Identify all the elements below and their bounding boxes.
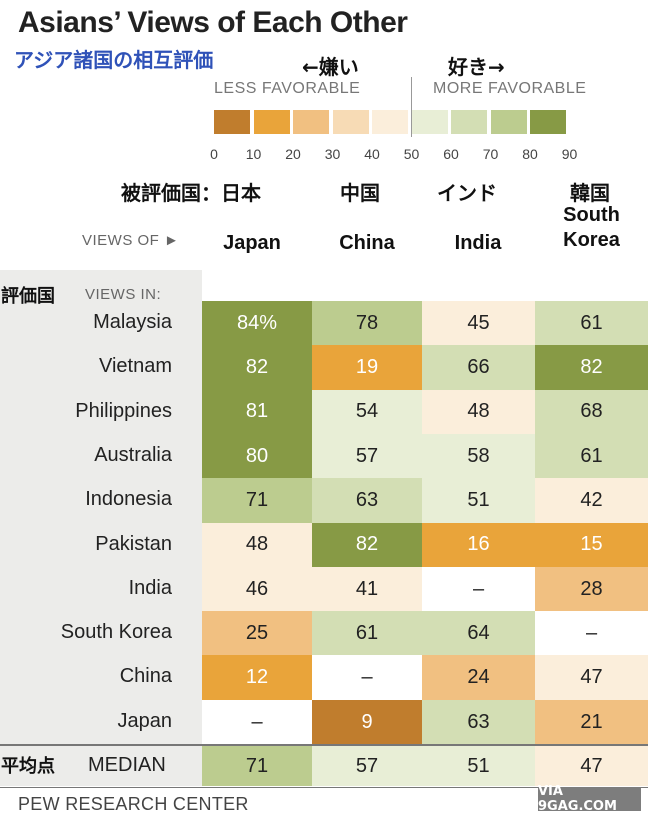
heatmap-cell: 48 [202,522,312,568]
heatmap-cell: 64 [422,611,535,656]
heatmap-cell: 63 [422,699,535,745]
heatmap-cell: – [535,611,648,656]
col-header-japan: Japan [223,232,281,254]
col-header-jp-china: 中国 [340,181,380,205]
watermark: VIA 9GAG.COM [538,784,641,814]
legend-tick: 90 [561,146,578,162]
legend-swatch [372,110,408,134]
heatmap-cell: 21 [535,699,648,745]
median-label-panel [0,746,202,786]
row-label: Australia [94,443,172,466]
heatmap-cell: 16 [422,522,535,568]
legend-tick: 60 [443,146,459,162]
heatmap-cell: 57 [312,433,422,479]
heatmap-cell: 12 [202,655,312,701]
chart-title: Asians’ Views of Each Other [18,6,408,39]
median-cell: 51 [422,746,535,786]
japanese-evaluator-label: 評価国 [1,286,55,307]
heatmap-cell: 47 [535,655,648,701]
col-header-jp-korea: 韓国 [570,181,610,205]
heatmap-cell: 66 [422,345,535,391]
legend-swatch [490,110,527,134]
row-label: Pakistan [95,532,172,555]
legend-tick: 20 [285,146,301,162]
heatmap-cell: – [312,655,422,701]
col-header-india: India [454,232,502,254]
legend-tick: 10 [245,146,262,162]
heatmap-cell: 15 [535,522,648,568]
row-label: Vietnam [98,355,172,378]
col-header-jp-japan: 被評価国：日本 [121,181,261,205]
heatmap-cell: 82 [535,345,648,391]
heatmap-cell: 45 [422,301,535,346]
heatmap-cell: 9 [312,699,422,745]
heatmap-cell: 68 [535,389,648,435]
median-cell: 57 [312,746,422,786]
heatmap-cell: 71 [202,478,312,523]
views-in-label: VIEWS IN: [85,286,162,303]
legend-swatch [332,110,369,134]
legend-swatch [293,110,329,134]
legend-tick: 80 [522,146,538,162]
heatmap-cell: 61 [535,433,648,479]
row-label: South Korea [60,621,172,644]
median-divider [0,744,648,746]
heatmap-cell: 63 [312,478,422,523]
heatmap-cell: 51 [422,478,535,523]
heatmap-cell: 19 [312,345,422,391]
heatmap-cell: 48 [422,389,535,435]
legend-less-favorable: LESS FAVORABLE [214,80,361,97]
legend-divider [411,77,412,137]
col-header-south-korea: South Korea [563,204,620,251]
legend-swatch [451,110,487,134]
heatmap-cell: – [422,566,535,612]
legend-tick: 30 [324,146,341,162]
heatmap-cell: 25 [202,611,312,656]
row-label-panel [0,270,202,746]
legend-swatch [214,110,250,134]
heatmap-cell: 82 [312,522,422,568]
col-header-china: China [339,232,395,254]
japanese-subtitle: アジア諸国の相互評価 [14,48,214,72]
heatmap-cell: 80 [202,433,312,479]
heatmap-cell: – [202,699,312,745]
row-label: India [128,576,172,599]
bottom-divider [0,787,648,788]
heatmap-cell: 82 [202,345,312,391]
median-label: MEDIAN [88,754,166,776]
heatmap-cell: 28 [535,566,648,612]
legend-tick: 0 [210,146,218,162]
legend-tick: 50 [403,146,420,162]
legend-tick: 40 [364,146,380,162]
heatmap-cell: 24 [422,655,535,701]
col-header-jp-india: インド [437,181,497,205]
heatmap-cell: 61 [535,301,648,346]
row-label: Indonesia [85,488,172,511]
row-label: Japan [117,709,173,732]
median-cell: 71 [202,746,312,786]
heatmap-cell: 81 [202,389,312,435]
row-label: China [119,665,172,688]
heatmap-cell: 41 [312,566,422,612]
legend-tick: 70 [482,146,499,162]
median-cell: 47 [535,746,648,786]
legend-swatch [253,110,290,134]
heatmap-cell: 61 [312,611,422,656]
japanese-average-label: 平均点 [1,756,55,777]
row-label: Malaysia [93,311,172,333]
japanese-less-label: ←嫌い [302,55,359,79]
heatmap-cell: 46 [202,566,312,612]
heatmap-cell: 58 [422,433,535,479]
heatmap-cell: 84% [202,301,312,346]
legend-swatch [411,110,448,134]
japanese-more-label: 好き→ [448,55,505,79]
row-label: Philippines [75,399,172,422]
legend-more-favorable: MORE FAVORABLE [433,80,587,97]
views-of-label: VIEWS OF ► [82,232,180,249]
source-credit: PEW RESEARCH CENTER [18,794,249,814]
heatmap-cell: 54 [312,389,422,435]
heatmap-cell: 42 [535,478,648,523]
legend-swatch [530,110,566,134]
heatmap-cell: 78 [312,301,422,346]
